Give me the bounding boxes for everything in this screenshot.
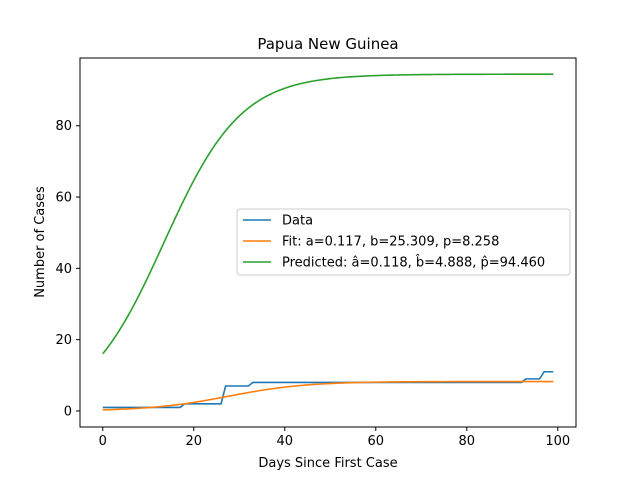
legend-entry: Predicted: â=0.118, b̂=4.888, p̂=94.460	[282, 255, 545, 270]
chart-title: Papua New Guinea	[257, 35, 398, 53]
series-line-2	[102, 380, 554, 411]
y-tick-label: 40	[55, 262, 72, 277]
y-tick-label: 20	[55, 333, 72, 348]
series-line-3	[102, 73, 554, 355]
legend-box	[236, 208, 571, 276]
x-axis-label: Days Since First Case	[258, 456, 397, 471]
y-tick-label: 0	[64, 404, 72, 419]
legend-entry: Fit: a=0.117, b=25.309, p=8.258	[282, 235, 499, 250]
x-tick-label: 0	[99, 434, 107, 449]
y-axis: 0 20 40 60 80	[55, 119, 80, 419]
y-tick-label: 80	[55, 119, 72, 134]
series-line-1	[102, 370, 554, 409]
legend-entry: Data	[282, 214, 313, 229]
y-axis-label: Number of Cases	[33, 186, 48, 298]
x-tick-label: 100	[545, 434, 570, 449]
legend: Data Fit: a=0.117, b=25.309, p=8.258 Predi…	[236, 208, 571, 276]
y-tick-label: 60	[55, 191, 72, 206]
x-tick-label: 80	[459, 434, 476, 449]
x-tick-label: 20	[185, 434, 202, 449]
plot-frame	[79, 57, 577, 428]
x-axis: 0 20 40 60 80 100	[99, 427, 570, 449]
x-tick-label: 40	[276, 434, 293, 449]
x-tick-label: 60	[368, 434, 385, 449]
